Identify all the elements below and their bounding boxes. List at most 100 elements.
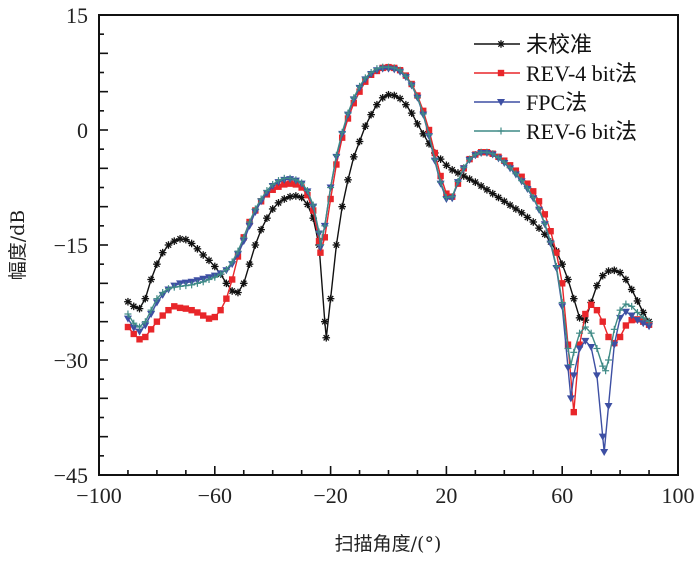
data-point <box>535 198 543 205</box>
x-tick-label: −60 <box>198 483 232 508</box>
data-point <box>575 314 584 322</box>
data-point <box>124 323 132 331</box>
data-point <box>274 199 283 207</box>
data-point <box>193 245 202 253</box>
data-point <box>182 305 190 312</box>
data-point <box>165 306 172 314</box>
data-point <box>356 82 364 90</box>
data-point <box>599 318 606 325</box>
data-point <box>633 297 642 305</box>
data-point <box>164 241 173 249</box>
data-point <box>610 325 618 333</box>
data-point <box>576 329 584 337</box>
x-tick-label: −20 <box>313 483 347 508</box>
data-point <box>431 155 439 163</box>
data-point <box>239 238 248 246</box>
data-point <box>129 324 138 332</box>
data-point <box>598 433 607 441</box>
data-point <box>602 367 610 375</box>
data-point <box>158 248 167 257</box>
data-point <box>164 285 172 293</box>
data-point <box>135 328 144 336</box>
data-point <box>633 317 642 325</box>
data-point <box>153 318 161 325</box>
data-point <box>396 66 404 74</box>
data-point <box>147 306 155 314</box>
data-point <box>599 362 607 370</box>
data-point <box>361 74 369 82</box>
data-point <box>378 94 387 102</box>
data-point <box>448 166 456 174</box>
data-point <box>147 326 155 333</box>
data-point <box>582 310 589 318</box>
data-point <box>633 308 641 316</box>
data-point <box>234 247 242 255</box>
data-point <box>322 333 331 342</box>
data-point <box>465 175 474 183</box>
data-point <box>317 249 324 256</box>
data-point <box>529 193 537 201</box>
data-point <box>570 348 578 356</box>
data-point <box>512 170 520 178</box>
data-point <box>563 364 572 372</box>
legend-label: REV-4 bit法 <box>526 61 637 86</box>
data-point <box>245 260 254 268</box>
data-point <box>130 319 138 327</box>
x-tick-label: 100 <box>662 483 695 508</box>
legend: 未校准 REV-4 bit法 FPC法 REV-6 bit法 <box>474 32 637 144</box>
data-point <box>500 158 508 166</box>
data-point <box>535 205 543 213</box>
data-point <box>315 237 323 245</box>
data-point <box>263 214 271 222</box>
y-tick-label: 15 <box>66 3 88 28</box>
data-point <box>234 288 242 297</box>
axis-ticks <box>98 14 679 476</box>
data-point <box>518 177 526 185</box>
data-point <box>200 312 207 319</box>
x-axis-label: 扫描角度/(°) <box>335 533 442 555</box>
data-point <box>407 109 416 117</box>
y-axis-label: 幅度/dB <box>7 210 29 281</box>
data-point <box>604 403 613 410</box>
series-1 <box>124 63 653 416</box>
data-point <box>448 193 456 201</box>
data-point <box>199 251 208 259</box>
series-layer <box>123 63 654 456</box>
legend-item: REV-4 bit法 <box>474 61 637 86</box>
data-point <box>495 154 503 162</box>
data-point <box>281 181 288 188</box>
data-point <box>223 295 230 302</box>
data-point <box>541 220 549 228</box>
data-point <box>559 280 566 287</box>
data-point <box>616 333 624 341</box>
data-point <box>408 81 416 89</box>
data-point <box>587 301 595 308</box>
data-point <box>564 275 572 284</box>
legend-marker <box>497 127 505 135</box>
data-point <box>344 109 352 117</box>
data-point <box>245 222 254 230</box>
data-point <box>384 90 393 99</box>
data-point <box>600 449 609 456</box>
data-point <box>616 268 624 277</box>
data-point <box>159 312 166 319</box>
data-point <box>251 205 259 213</box>
data-point <box>529 218 538 226</box>
data-point <box>373 65 381 73</box>
data-point <box>593 306 601 314</box>
data-point <box>246 218 254 226</box>
x-tick-label: 20 <box>435 483 457 508</box>
data-point <box>205 256 213 265</box>
data-point <box>257 195 265 203</box>
data-point <box>332 151 340 159</box>
data-point <box>523 213 532 222</box>
data-point <box>419 110 427 118</box>
data-point <box>286 192 294 201</box>
data-point <box>326 294 335 303</box>
data-point <box>349 153 358 161</box>
data-point <box>141 294 150 303</box>
data-point <box>130 330 137 338</box>
data-point <box>292 192 300 200</box>
data-point <box>176 235 184 243</box>
data-point <box>460 164 468 172</box>
